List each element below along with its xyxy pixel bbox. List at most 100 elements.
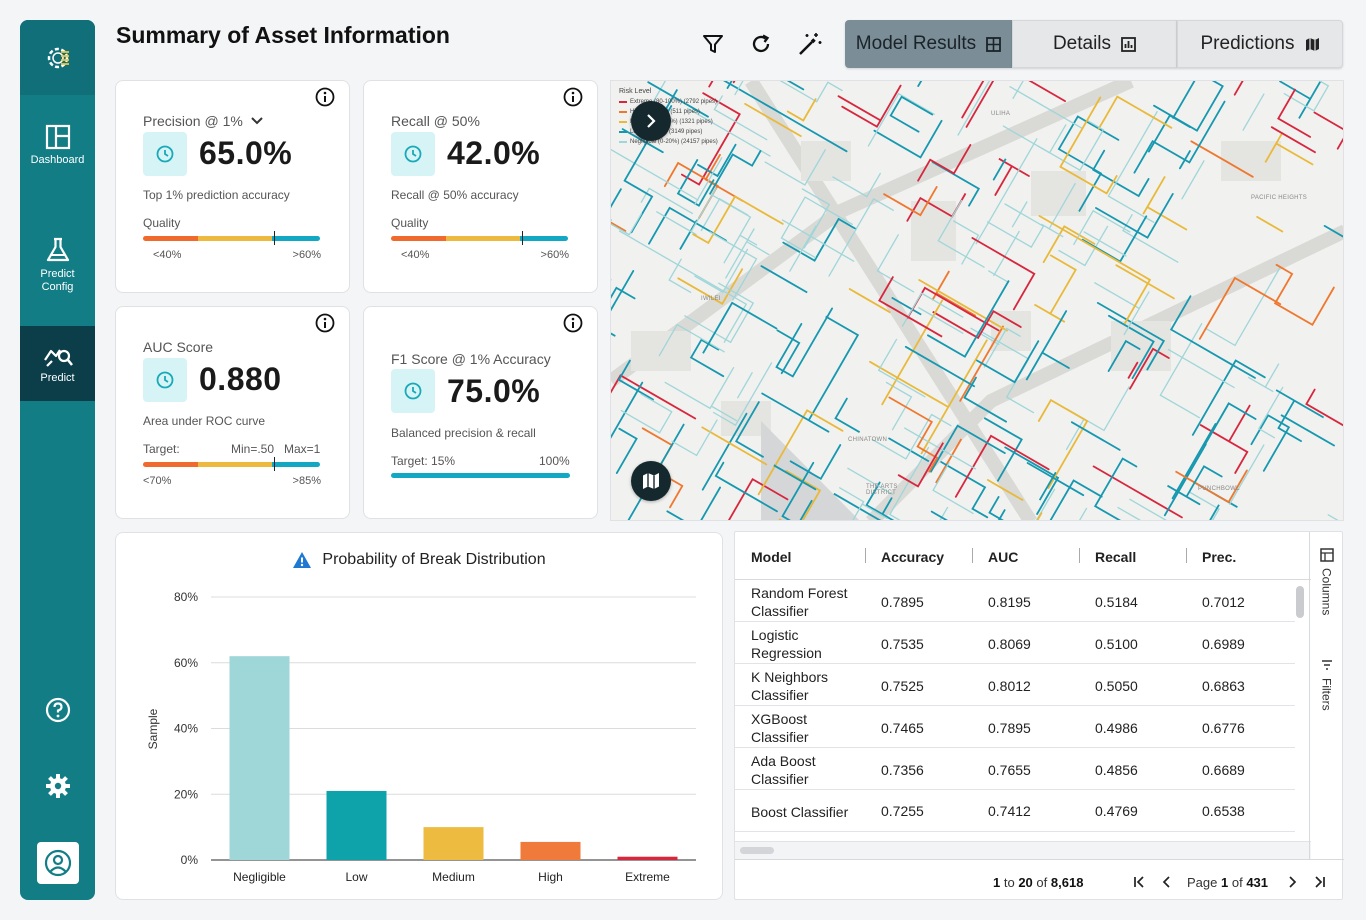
quality-high-label: >60% [292, 249, 321, 261]
vertical-scrollbar[interactable] [1296, 586, 1304, 618]
pipe-segment [1167, 348, 1235, 389]
table-row[interactable]: Ada Boost Classifier 0.7356 0.7655 0.485… [735, 748, 1295, 790]
pipe-segment [1042, 225, 1096, 264]
pipe-segment [1171, 423, 1217, 500]
cell-model: K Neighbors Classifier [751, 669, 829, 703]
pipe-segment [971, 237, 1036, 311]
pipe-segment [640, 187, 694, 215]
magic-wand-button[interactable] [796, 30, 824, 58]
info-icon[interactable] [563, 87, 583, 107]
pipe-segment [1038, 472, 1057, 501]
pipe-segment [1041, 182, 1076, 238]
pipe-segment [984, 417, 1023, 482]
columns-panel-button[interactable]: Columns [1310, 548, 1343, 615]
next-page-button[interactable] [1284, 874, 1300, 890]
cell-model: Boost Classifier [751, 804, 849, 820]
pipe-segment [1264, 133, 1314, 166]
pipe-segment [723, 81, 848, 153]
map-icon [643, 473, 659, 489]
app-logo[interactable] [20, 20, 95, 95]
pipe-segment [917, 144, 972, 182]
table-row[interactable]: Random Forest Classifier 0.7895 0.8195 0… [735, 580, 1295, 622]
first-page-button[interactable] [1131, 874, 1147, 890]
info-icon[interactable] [315, 87, 335, 107]
tab-details[interactable]: Details [1012, 20, 1177, 68]
tab-model-results[interactable]: Model Results [845, 20, 1012, 68]
pipe-segment [1250, 414, 1291, 472]
sidebar-item-dashboard[interactable]: Dashboard [20, 95, 95, 195]
pipe-segment [1059, 96, 1118, 195]
tab-predictions[interactable]: Predictions [1177, 20, 1343, 68]
pipe-segment [611, 188, 622, 209]
bar-medium[interactable] [423, 827, 484, 860]
pipe-segment [1037, 119, 1105, 172]
table-row[interactable]: XGBoost Classifier 0.7465 0.7895 0.4986 … [735, 706, 1295, 748]
kpi-label: F1 Score @ 1% Accuracy [391, 351, 551, 367]
tab-label: Model Results [855, 33, 977, 54]
pipe-segment [679, 219, 698, 250]
column-header-model[interactable]: Model [751, 549, 792, 565]
kpi-label-dropdown[interactable]: Precision @ 1% [143, 113, 263, 129]
cell-recall: 0.5100 [1095, 636, 1138, 652]
pipe-segment [761, 392, 830, 433]
pipe-segment [975, 138, 1038, 245]
settings-button[interactable] [20, 768, 95, 808]
kpi-value: 75.0% [447, 373, 541, 409]
kpi-value: 0.880 [199, 361, 282, 397]
table-row[interactable]: Boost Classifier 0.7255 0.7412 0.4769 0.… [735, 790, 1295, 832]
last-page-button[interactable] [1312, 874, 1328, 890]
info-icon[interactable] [315, 313, 335, 333]
pipe-segment [1012, 81, 1024, 100]
pipe-segment [1028, 81, 1066, 102]
chevron-down-icon [251, 117, 263, 125]
table-row[interactable]: Logistic Regression 0.7535 0.8069 0.5100… [735, 622, 1295, 664]
sidebar-item-predict[interactable]: Predict [20, 326, 95, 401]
filter-button[interactable] [699, 30, 727, 58]
quality-bar [391, 236, 568, 241]
table-row[interactable]: K Neighbors Classifier 0.7525 0.8012 0.5… [735, 664, 1295, 706]
column-header-auc[interactable]: AUC [988, 549, 1019, 565]
map-expand-button[interactable] [631, 101, 671, 141]
pipe-segment [620, 393, 673, 434]
pipe-segment [1129, 347, 1170, 390]
column-header-prec[interactable]: Prec. [1202, 549, 1237, 565]
cell-recall: 0.5184 [1095, 594, 1138, 610]
refresh-button[interactable] [747, 30, 775, 58]
column-header-recall[interactable]: Recall [1095, 549, 1137, 565]
prev-page-button[interactable] [1159, 874, 1175, 890]
y-tick-label: 80% [174, 590, 198, 604]
refresh-icon [752, 34, 770, 53]
help-button[interactable] [20, 692, 95, 732]
horizontal-scrollbar[interactable] [740, 847, 774, 854]
pipe-segment [965, 81, 995, 128]
pipe-segment [708, 150, 762, 195]
cell-prec: 0.6776 [1202, 720, 1245, 736]
pipe-segment [1026, 462, 1085, 497]
pipe-segment [789, 444, 842, 481]
pipe-segment [953, 220, 980, 265]
pipe-segment [1117, 506, 1141, 520]
bar-negligible[interactable] [229, 656, 290, 860]
view-tabs: Model Results Details Predictions [845, 20, 1343, 68]
cell-recall: 0.4856 [1095, 762, 1138, 778]
dashboard-icon [45, 124, 70, 149]
chevron-left-icon [1162, 876, 1170, 888]
sidebar-item-predict-config[interactable]: Predict Config [20, 210, 95, 320]
pipe-segment [1049, 479, 1103, 520]
profile-button[interactable] [37, 842, 79, 884]
filters-panel-button[interactable]: Filters [1310, 658, 1343, 711]
pipe-risk-map[interactable]: Risk Level Extreme (80-100%) (2792 pipes… [610, 80, 1344, 521]
pipe-segment [1327, 514, 1339, 520]
bar-extreme[interactable] [617, 856, 678, 860]
info-icon[interactable] [563, 313, 583, 333]
pipe-segment [1199, 404, 1251, 474]
table-header: Model Accuracy AUC Recall Prec. [735, 532, 1311, 580]
pipe-segment [1198, 276, 1282, 340]
map-layers-button[interactable] [631, 461, 671, 501]
clock-icon [143, 132, 187, 176]
pipe-segment [1142, 175, 1188, 231]
bar-high[interactable] [520, 841, 581, 860]
bar-low[interactable] [326, 790, 387, 860]
column-header-accuracy[interactable]: Accuracy [881, 549, 945, 565]
pipe-segment [873, 119, 943, 159]
